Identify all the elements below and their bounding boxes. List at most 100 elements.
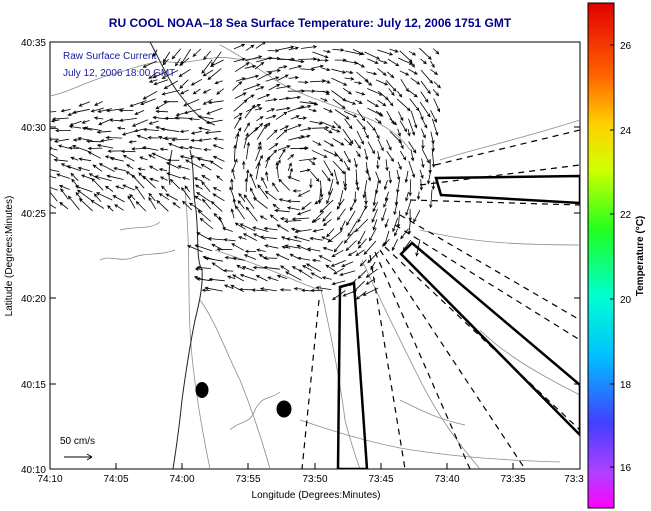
- current-vector: [397, 91, 403, 98]
- current-vector: [135, 200, 147, 212]
- current-vector: [311, 258, 321, 263]
- current-vector: [333, 240, 344, 253]
- current-vector: [296, 209, 312, 216]
- current-vector: [342, 289, 358, 297]
- current-vector: [233, 112, 243, 119]
- current-vector: [268, 83, 281, 91]
- current-vector: [375, 110, 383, 116]
- current-vector: [354, 218, 369, 233]
- x-tick-label: 73:50: [302, 474, 327, 485]
- current-vector: [271, 182, 279, 193]
- current-vector: [234, 127, 242, 139]
- current-vector: [95, 192, 113, 201]
- current-vector: [321, 276, 332, 280]
- current-vector: [256, 123, 268, 140]
- current-vector: [386, 150, 395, 162]
- current-vector: [233, 99, 248, 112]
- current-vector: [387, 98, 394, 107]
- current-vector: [386, 139, 392, 151]
- current-vector: [419, 178, 423, 191]
- x-tick-label: 74:00: [169, 474, 194, 485]
- radar-beam-lines: [301, 129, 580, 469]
- current-vector: [284, 219, 302, 224]
- current-vector: [92, 164, 103, 172]
- current-vector: [377, 151, 381, 161]
- current-vector: [148, 192, 156, 202]
- current-vector: [162, 51, 171, 63]
- current-vector: [287, 154, 295, 161]
- current-vector: [357, 230, 366, 245]
- current-vector: [196, 191, 211, 203]
- current-vector: [357, 270, 367, 279]
- current-vector: [405, 191, 409, 202]
- current-vector: [241, 266, 255, 272]
- current-vector: [207, 68, 222, 80]
- current-vector: [261, 176, 268, 189]
- map-frame: [49, 41, 581, 470]
- current-vector: [286, 206, 300, 211]
- current-vector: [349, 278, 357, 287]
- current-vector: [275, 161, 279, 179]
- current-vector: [179, 79, 189, 89]
- current-vector: [188, 117, 200, 121]
- current-vector: [122, 154, 135, 162]
- current-vector: [127, 195, 136, 209]
- current-vector: [197, 115, 214, 120]
- current-vector: [50, 128, 58, 130]
- current-vector: [231, 243, 244, 251]
- current-vector: [408, 141, 417, 154]
- current-vector: [378, 59, 388, 64]
- current-vector: [137, 167, 146, 171]
- current-vector: [242, 160, 246, 170]
- current-vector: [252, 265, 266, 270]
- current-vector: [252, 197, 268, 209]
- current-vector: [206, 107, 223, 115]
- current-vector: [375, 118, 382, 124]
- current-vector: [392, 217, 398, 233]
- current-vector: [342, 87, 353, 95]
- current-vector: [429, 189, 433, 209]
- current-vector: [194, 184, 203, 190]
- coverage-sectors: [336, 174, 580, 469]
- current-vector: [266, 108, 276, 113]
- current-vector: [333, 268, 344, 275]
- current-vector: [192, 88, 201, 95]
- current-vector: [323, 160, 334, 177]
- colorbar-tick-label: 18: [620, 380, 632, 391]
- current-vector: [194, 267, 203, 271]
- current-vector: [72, 138, 81, 142]
- current-vector: [377, 139, 384, 152]
- current-vector: [156, 199, 169, 212]
- current-vector: [152, 49, 158, 58]
- current-vector: [321, 67, 331, 72]
- current-vector: [222, 269, 234, 273]
- current-vector: [413, 210, 421, 223]
- current-vector: [148, 154, 156, 159]
- current-vector: [385, 159, 389, 172]
- current-vector: [278, 148, 286, 160]
- current-vector: [266, 129, 278, 140]
- current-vector: [297, 256, 311, 261]
- current-vector: [336, 198, 345, 210]
- current-vector: [171, 48, 182, 60]
- current-vector: [158, 168, 167, 172]
- current-vector: [213, 212, 222, 223]
- current-vector: [152, 71, 167, 79]
- current-vector: [55, 128, 71, 133]
- current-vector: [347, 220, 358, 237]
- current-vector: [275, 106, 291, 111]
- current-vector: [174, 58, 181, 67]
- scale-arrow: [64, 453, 93, 461]
- current-vector: [98, 163, 115, 172]
- current-vector: [190, 78, 203, 86]
- current-vector: [245, 206, 258, 222]
- current-vector: [78, 157, 92, 162]
- current-vector: [309, 170, 320, 183]
- current-vector: [184, 185, 191, 193]
- current-vector: [364, 148, 369, 161]
- current-vector: [375, 79, 389, 86]
- current-vector: [205, 119, 223, 125]
- current-vector: [352, 49, 365, 55]
- current-vector: [408, 68, 418, 75]
- current-vector: [433, 48, 440, 55]
